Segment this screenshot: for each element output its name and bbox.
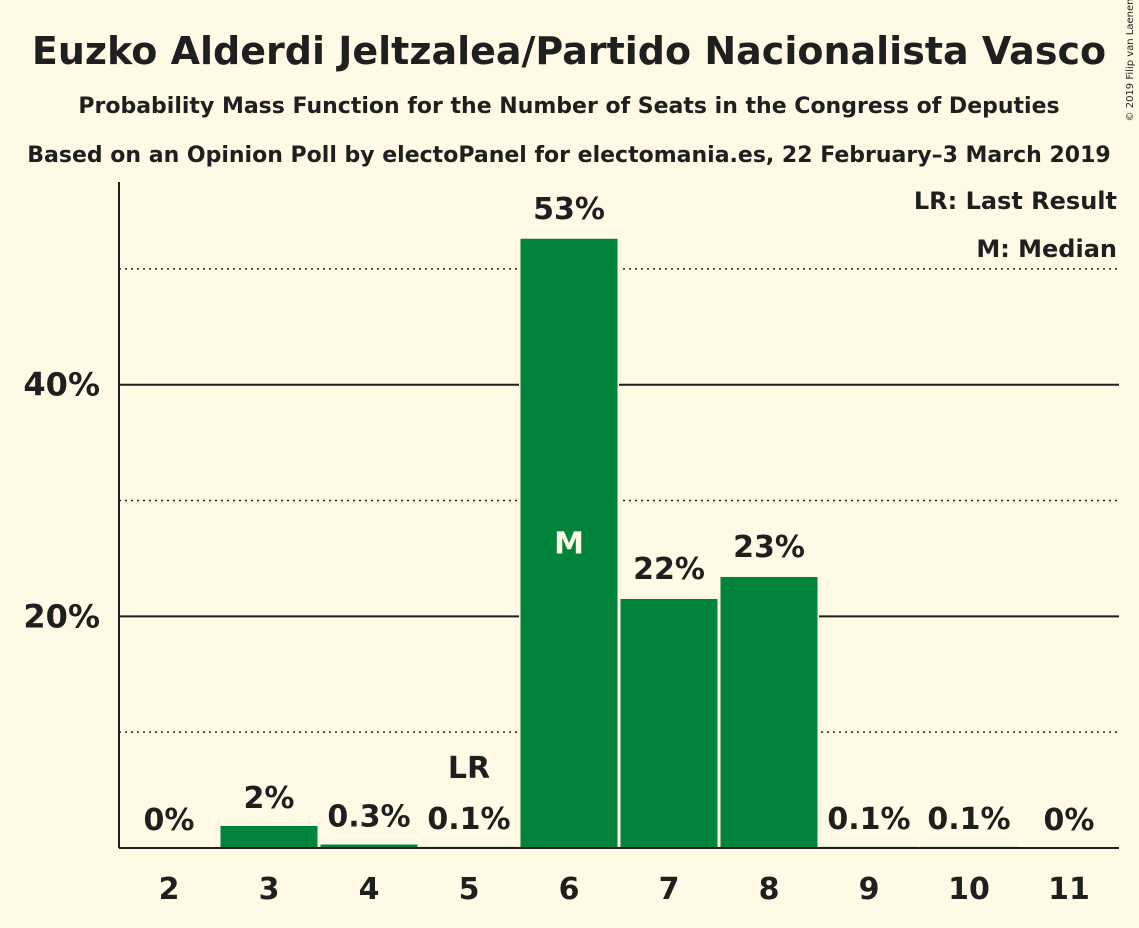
- x-tick-label-4: 4: [359, 872, 380, 907]
- bar-labels: 0% 2% 0.3% 0.1% LR 53% M 22% 23% 0.1% 0.1% 0%: [144, 192, 1095, 838]
- legend-median: M: Median: [976, 235, 1117, 263]
- bar-value-label-5: 0.1%: [427, 802, 510, 837]
- last-result-marker: LR: [448, 751, 490, 786]
- x-tick-label-10: 10: [948, 872, 990, 907]
- legend-last-result: LR: Last Result: [914, 187, 1117, 215]
- bar-6: [520, 238, 618, 849]
- bar-8: [720, 576, 818, 848]
- x-tick-label-3: 3: [259, 872, 280, 907]
- bar-value-label-3: 2%: [244, 781, 295, 816]
- bar-value-label-10: 0.1%: [927, 802, 1010, 837]
- y-tick-label-40: 40%: [23, 366, 100, 404]
- bar-4: [320, 844, 418, 848]
- bar-value-label-9: 0.1%: [827, 802, 910, 837]
- chart-subtitle: Probability Mass Function for the Number…: [78, 94, 1059, 119]
- bars: [219, 238, 1019, 849]
- bar-value-label-4: 0.3%: [327, 800, 410, 835]
- bar-value-label-7: 22%: [633, 552, 705, 587]
- chart-source: Based on an Opinion Poll by electoPanel …: [27, 143, 1110, 168]
- x-tick-label-8: 8: [759, 872, 780, 907]
- x-tick-label-5: 5: [459, 872, 480, 907]
- bar-7: [620, 598, 718, 848]
- copyright-notice: © 2019 Filip van Laenen: [1125, 0, 1136, 121]
- x-tick-label-11: 11: [1048, 872, 1090, 907]
- x-tick-label-7: 7: [659, 872, 680, 907]
- axes: 20% 40% 2 3 4 5 6 7 8 9 10 11: [23, 182, 1119, 907]
- bar-value-label-8: 23%: [733, 530, 805, 565]
- median-marker: M: [554, 526, 584, 561]
- x-tick-label-9: 9: [859, 872, 880, 907]
- y-tick-label-20: 20%: [23, 597, 100, 635]
- x-tick-label-2: 2: [159, 872, 180, 907]
- x-tick-label-6: 6: [559, 872, 580, 907]
- chart-title: Euzko Alderdi Jeltzalea/Partido Nacional…: [32, 29, 1106, 73]
- bar-value-label-6: 53%: [533, 192, 605, 227]
- bar-value-label-2: 0%: [144, 803, 195, 838]
- bar-3: [220, 825, 318, 848]
- bar-value-label-11: 0%: [1044, 803, 1095, 838]
